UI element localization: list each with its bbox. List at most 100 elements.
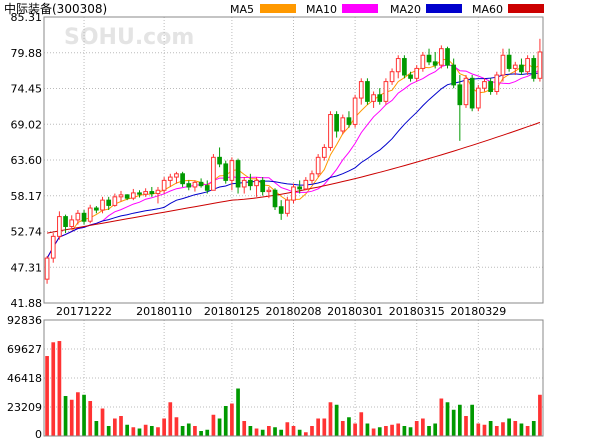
volume-bar [156, 427, 160, 436]
volume-bar [488, 421, 493, 436]
candle-body [235, 160, 241, 188]
volume-bar [340, 421, 345, 436]
price-tick-label: 63.60 [11, 154, 43, 167]
volume-bar [168, 402, 173, 436]
candle-body [278, 206, 284, 214]
date-axis: 20171222 20180110 20180125 20180208 20180301… [56, 305, 506, 318]
candle-body [303, 179, 309, 190]
candle-body [488, 81, 493, 92]
volume-tick-label: 69627 [7, 343, 42, 356]
candle-body [186, 183, 192, 188]
candle-body [241, 179, 247, 188]
candle-body [297, 186, 303, 190]
candle-body [63, 216, 68, 227]
volume-bar [112, 418, 117, 436]
candle-body [451, 64, 457, 86]
volume-bar [45, 356, 49, 436]
volume-bar [408, 427, 413, 436]
volume-bar [254, 428, 259, 436]
volume-bar [149, 426, 154, 436]
volume-bar [359, 412, 364, 436]
price-axis: 85.31 79.88 74.45 69.02 63.60 58.17 52.74 47.31… [11, 11, 43, 310]
candle-body [531, 58, 537, 79]
ma60-line [47, 121, 541, 234]
candle-body [124, 194, 130, 199]
volume-bar [199, 431, 203, 436]
candle-body [445, 48, 450, 66]
volume-bar [451, 409, 456, 436]
volume-bar [445, 402, 450, 436]
volume-bar [193, 426, 197, 436]
candle-body [340, 117, 346, 132]
volume-bar [291, 426, 296, 436]
volume-bar [538, 394, 542, 436]
volume-bar [396, 423, 401, 436]
volume-bar [513, 421, 518, 436]
volume-bar [267, 426, 271, 436]
volume-bar [507, 418, 511, 436]
volume-bar [439, 398, 444, 436]
volume-bar [248, 426, 253, 436]
price-tick-label: 41.88 [11, 297, 43, 310]
legend-swatch [508, 4, 544, 13]
volume-bar [525, 426, 530, 436]
candle-body [309, 173, 315, 181]
candle-body [512, 64, 518, 69]
candle-body [137, 192, 142, 195]
candle-body [383, 81, 389, 102]
volume-tick-label: 46418 [7, 372, 42, 385]
candle-body [426, 54, 432, 63]
volume-bar [303, 432, 308, 436]
candle-body [346, 117, 352, 125]
volume-bar [482, 424, 487, 436]
volume-bar [377, 427, 382, 436]
volume-bar [131, 427, 136, 436]
candle-body [198, 181, 204, 187]
volume-bar [390, 424, 394, 436]
volume-bar [217, 418, 222, 436]
volume-bar [421, 418, 425, 436]
volume-bar [162, 418, 166, 436]
candle-body [432, 61, 438, 66]
volume-bar [186, 423, 191, 436]
volume-bar [433, 423, 438, 436]
volume-tick-label: 92836 [7, 314, 42, 327]
legend-swatch [260, 4, 296, 13]
volume-bars [45, 341, 542, 436]
price-tick-label: 85.31 [11, 11, 43, 24]
volume-grid [44, 348, 543, 408]
date-tick-label: 20180208 [266, 305, 322, 318]
volume-bar [371, 428, 376, 436]
volume-bar [137, 428, 142, 436]
candle-body [106, 199, 112, 206]
volume-bar [347, 417, 351, 436]
legend-label: MA60 [472, 3, 503, 16]
candle-body [525, 58, 530, 73]
candle-body [457, 84, 463, 106]
candle-body [161, 179, 167, 191]
date-tick-label: 20180110 [136, 305, 192, 318]
candle-body [75, 212, 81, 221]
volume-bar [230, 403, 234, 436]
volume-bar [106, 426, 111, 436]
candle-body [69, 219, 75, 227]
volume-bar [205, 429, 210, 436]
candle-body [260, 179, 266, 193]
candle-body [143, 191, 148, 195]
volume-bar [285, 422, 290, 436]
candle-body [408, 74, 413, 79]
volume-bar [119, 416, 123, 436]
legend-swatch [342, 4, 378, 13]
date-tick-label: 20180329 [450, 305, 506, 318]
candle-body [395, 58, 401, 73]
candle-body [180, 173, 185, 185]
candle-body [402, 58, 407, 76]
candle-body [328, 114, 333, 148]
candlestick-series [44, 38, 543, 284]
volume-bar [69, 399, 74, 436]
volume-bar [414, 421, 419, 436]
candle-body [81, 212, 87, 222]
volume-axis: 92836 69627 46418 23209 0 [7, 314, 42, 440]
candle-body [149, 191, 155, 195]
candle-body [100, 199, 105, 211]
